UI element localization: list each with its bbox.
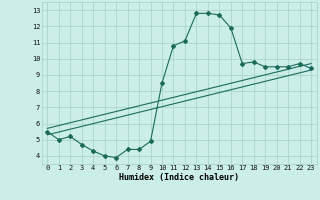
- X-axis label: Humidex (Indice chaleur): Humidex (Indice chaleur): [119, 173, 239, 182]
